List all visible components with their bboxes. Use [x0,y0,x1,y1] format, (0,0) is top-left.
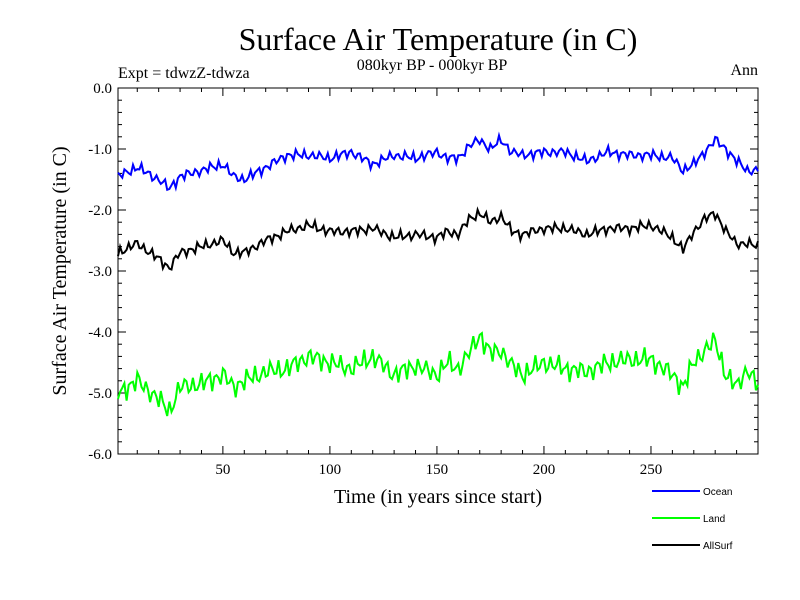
y-tick-label: -3.0 [88,264,112,280]
plot-area: 0.0 -1.0 -2.0 -3.0 -4.0 -5.0 -6.0 50 100 150 200 2… [88,81,759,478]
chart-title: Surface Air Temperature (in C) [239,21,638,57]
x-tick-label: 100 [319,462,342,478]
plot-frame [117,87,759,455]
x-tick-label: 150 [426,462,449,478]
x-axis-label: Time (in years since start) [334,486,542,508]
y-axis: 0.0 -1.0 -2.0 -3.0 -4.0 -5.0 -6.0 [88,81,758,463]
x-tick-label: 250 [640,462,663,478]
y-tick-label: -1.0 [88,142,112,158]
legend: Ocean Land AllSurf [652,487,733,552]
x-tick-label: 50 [215,462,230,478]
legend-label-ocean: Ocean [703,487,732,498]
chart-subtitle: 080kyr BP - 000kyr BP [357,57,508,74]
experiment-label: Expt = tdwzZ-tdwza [118,65,250,82]
legend-label-land: Land [703,514,725,525]
series-lines [117,131,759,417]
y-tick-label: -2.0 [88,203,112,219]
x-tick-label: 200 [533,462,556,478]
series-line-ocean [117,131,759,192]
y-tick-label: -5.0 [88,386,112,402]
y-tick-label: 0.0 [93,81,112,97]
series-line-allsurf [117,206,759,272]
series-line-land [117,331,759,417]
legend-label-allsurf: AllSurf [703,541,733,552]
season-label: Ann [730,62,758,79]
y-tick-label: -4.0 [88,325,112,341]
y-axis-label: Surface Air Temperature (in C) [49,146,71,395]
x-axis: 50 100 150 200 250 [136,88,738,478]
y-tick-label: -6.0 [88,447,112,463]
